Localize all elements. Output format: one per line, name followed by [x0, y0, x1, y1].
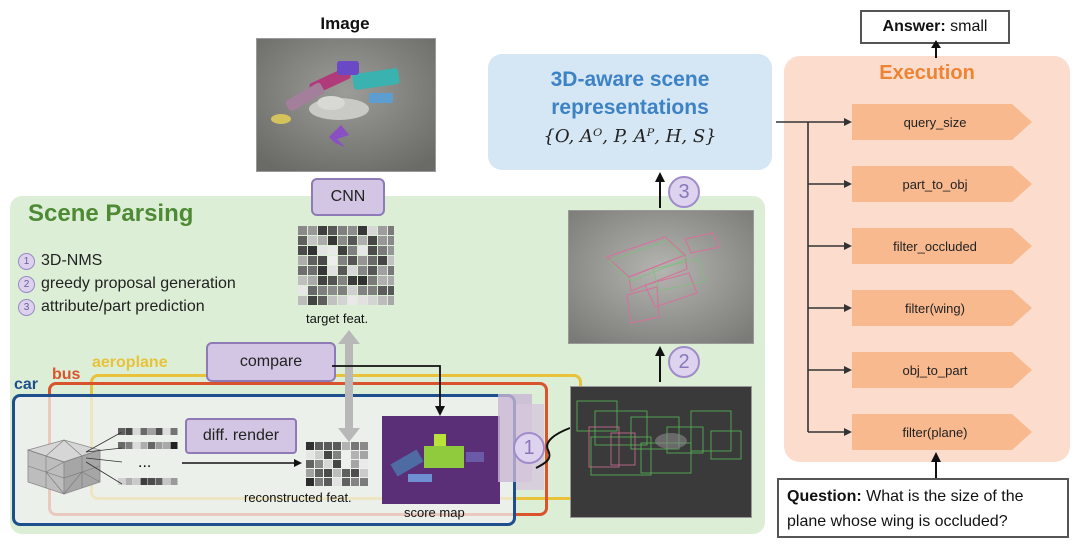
cnn-box: CNN — [311, 178, 385, 216]
question-label: Question: — [787, 488, 862, 505]
reconstruction-image — [568, 210, 754, 344]
question-box: Question: What is the size of the plane … — [777, 478, 1069, 538]
input-image — [256, 38, 436, 172]
step-2: 2 greedy proposal generation — [18, 275, 236, 293]
op-query-size: query_size — [852, 104, 1032, 140]
squiggle-connector — [535, 427, 571, 469]
compare-box: compare — [206, 342, 336, 382]
mesh-cube — [26, 439, 102, 495]
step-1: 1 3D-NMS — [18, 252, 102, 270]
detection-result-image — [570, 386, 752, 518]
aeroplane-label: aeroplane — [92, 354, 168, 371]
step-1-text: 3D-NMS — [41, 252, 103, 269]
projection-lines — [85, 431, 123, 485]
op-filter-occluded: filter_occluded — [852, 228, 1032, 264]
score-map — [382, 416, 500, 504]
reconstructed-feat-label: reconstructed feat. — [244, 490, 352, 505]
step-1-badge: 1 — [18, 252, 35, 270]
compare-double-arrow — [338, 330, 360, 442]
answer-label: Answer: — [882, 18, 946, 35]
op-obj-to-part: obj_to_part — [852, 352, 1032, 388]
render-arrow — [182, 459, 302, 467]
scene-parsing-title: Scene Parsing — [28, 200, 194, 227]
step-badge-3: 3 — [668, 176, 700, 208]
step-badge-2: 2 — [668, 346, 700, 378]
car-label: car — [14, 376, 39, 393]
score-map-label: score map — [404, 505, 465, 520]
compare-to-scoremap-arrow — [332, 365, 445, 416]
step-badge-1: 1 — [513, 432, 545, 464]
question-arrow — [931, 452, 941, 478]
op-filter-plane: filter(plane) — [852, 414, 1032, 450]
representation-title: 3D-aware scene representations — [488, 66, 772, 122]
answer-box: Answer: small — [860, 10, 1010, 44]
target-feat-label: target feat. — [306, 311, 369, 326]
op-filter-wing: filter(wing) — [852, 290, 1032, 326]
representation-title-line1: 3D-aware scene — [550, 68, 710, 91]
answer-value: small — [950, 18, 988, 35]
diff-render-box: diff. render — [185, 418, 297, 454]
step-2-badge: 2 — [18, 275, 35, 293]
execution-connectors — [776, 118, 852, 436]
ellipsis: ... — [138, 454, 152, 471]
step-3-text: attribute/part prediction — [41, 298, 205, 315]
representation-formula: {O, Aᴼ, P, Aᴾ, H, S} — [543, 126, 717, 147]
bus-label: bus — [52, 366, 81, 383]
target-feature-map — [298, 226, 394, 305]
question-text: What is the size of the plane whose wing… — [787, 488, 1024, 530]
answer-arrow — [931, 40, 941, 58]
step-3: 3 attribute/part prediction — [18, 298, 205, 316]
arrow-to-step3 — [655, 172, 665, 208]
op-part-to-obj: part_to_obj — [852, 166, 1032, 202]
feature-stripes — [118, 428, 178, 485]
reconstructed-feature-map — [306, 442, 368, 486]
image-title: Image — [320, 14, 370, 33]
representation-title-line2: representations — [551, 96, 709, 119]
execution-title: Execution — [879, 62, 975, 84]
step-3-badge: 3 — [18, 298, 35, 316]
scene-representation-box — [488, 54, 772, 170]
arrow-to-step2 — [655, 346, 665, 382]
step-2-text: greedy proposal generation — [41, 275, 236, 292]
